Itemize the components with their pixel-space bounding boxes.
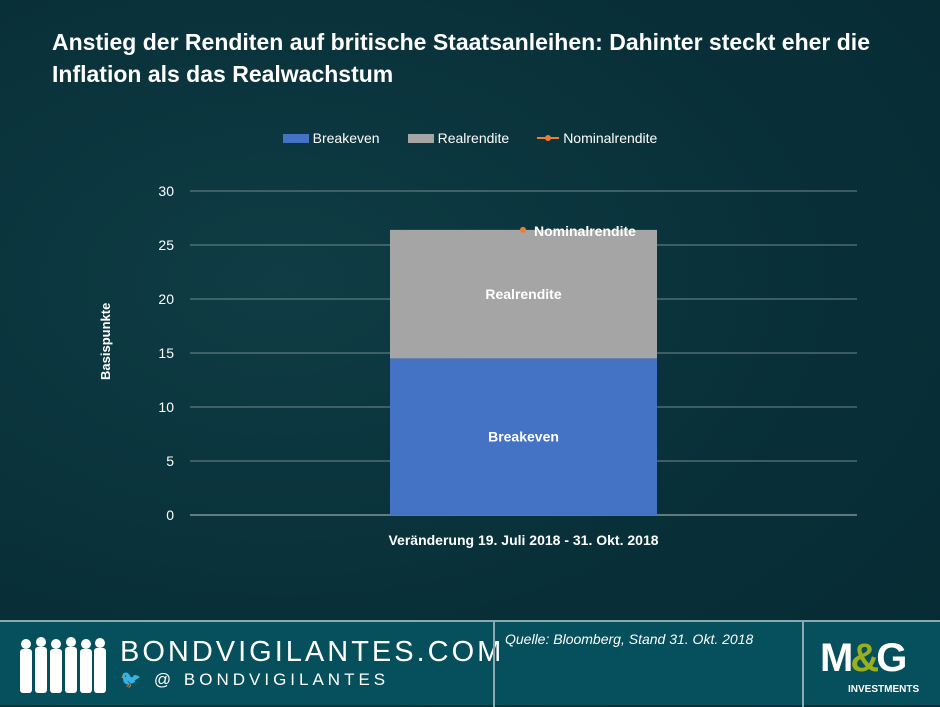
- bar-breakeven: [390, 358, 657, 515]
- legend-label: Nominalrendite: [563, 130, 658, 146]
- legend-item-nominalrendite: Nominalrendite: [537, 130, 657, 146]
- y-tick-label: 5: [166, 453, 174, 469]
- chart-title: Anstieg der Renditen auf britische Staat…: [52, 29, 870, 87]
- site-name: BONDVIGILANTES.COM: [120, 636, 505, 668]
- y-tick-label: 25: [158, 237, 174, 253]
- twitter-handle: 🐦 @ BONDVIGILANTES: [120, 670, 389, 690]
- twitter-icon: 🐦: [120, 670, 146, 689]
- legend-label: Realrendite: [437, 130, 510, 146]
- twitter-text: @ BONDVIGILANTES: [153, 670, 390, 689]
- y-tick-label: 30: [158, 183, 174, 199]
- divider: [802, 622, 804, 707]
- data-label: Breakeven: [488, 429, 559, 445]
- legend-swatch: [407, 133, 434, 143]
- legend-item-breakeven: Breakeven: [282, 130, 380, 146]
- legend-swatch: [282, 133, 309, 143]
- mg-logo-sub: INVESTMENTS: [848, 684, 920, 695]
- legend-item-realrendite: Realrendite: [407, 130, 510, 146]
- legend: Breakeven Realrendite Nominalrendite: [0, 130, 940, 146]
- source-note: Quelle: Bloomberg, Stand 31. Okt. 2018: [505, 631, 754, 647]
- mg-logo: M&G: [820, 636, 907, 680]
- legend-marker-icon: [537, 135, 560, 141]
- legend-label: Breakeven: [312, 130, 380, 146]
- y-tick-label: 20: [158, 291, 174, 307]
- divider: [493, 622, 495, 707]
- y-tick-label: 15: [158, 345, 174, 361]
- data-label: Realrendite: [485, 286, 561, 302]
- people-silhouette-icon: [20, 637, 106, 693]
- y-tick-label: 10: [158, 399, 174, 415]
- y-tick-label: 0: [166, 507, 174, 523]
- nominal-marker: [520, 226, 526, 233]
- chart-area: 0 5 10 15 20 25 30 Breakeven Realrendite Nominalr…: [158, 183, 857, 548]
- footer: BONDVIGILANTES.COM 🐦 @ BONDVIGILANTES Qu…: [0, 620, 940, 707]
- data-label: Nominalrendite: [534, 223, 636, 239]
- bar-realrendite: [390, 229, 657, 359]
- x-category-label: Veränderung 19. Juli 2018 - 31. Okt. 201…: [388, 532, 658, 548]
